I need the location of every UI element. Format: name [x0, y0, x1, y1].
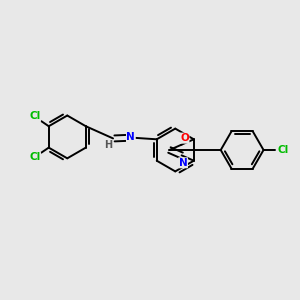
Text: N: N: [179, 158, 188, 168]
Text: H: H: [103, 140, 112, 150]
Text: N: N: [127, 132, 135, 142]
Text: Cl: Cl: [278, 145, 289, 155]
Text: Cl: Cl: [29, 111, 40, 122]
Text: O: O: [180, 133, 189, 143]
Text: Cl: Cl: [29, 152, 40, 162]
